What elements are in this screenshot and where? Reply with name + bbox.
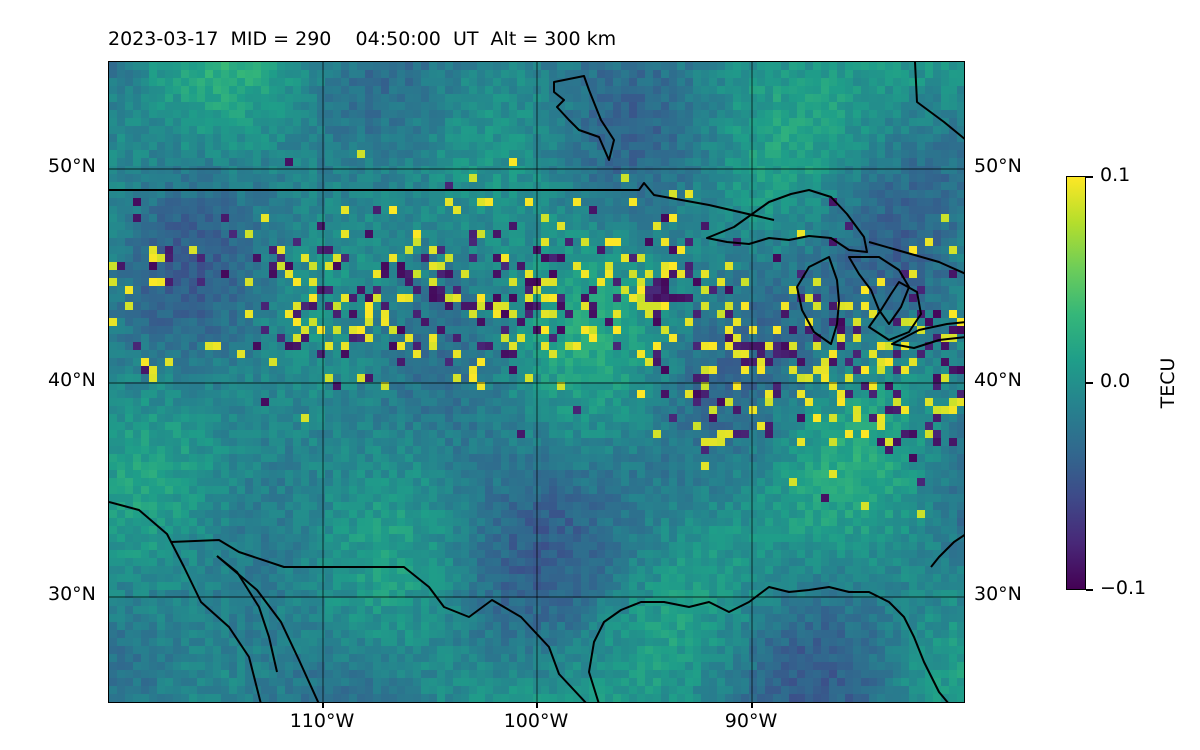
us-canada-border [109,182,775,221]
colorbar-title: TECU [1157,357,1179,409]
pacific-coast-baja [109,501,262,702]
lon-tick-90w [751,703,753,708]
colorbar-label-max: 0.1 [1100,164,1131,186]
lon-label-100w: 100°W [503,710,569,732]
colorbar-tick-max [1086,176,1093,178]
lake-superior [706,189,868,253]
michigan-outline [868,281,922,341]
gulf-of-california [216,555,320,702]
gulf-coast-texas [588,586,949,702]
baja-inner-coast [216,555,278,673]
colorbar-label-min: −0.1 [1100,577,1147,599]
colorbar [1066,176,1086,590]
lake-huron [848,256,910,325]
lon-label-90w: 90°W [724,710,778,732]
lake-erie-ontario [891,321,964,349]
canada-northeast-coast [914,62,964,140]
lat-label-30n: 30°N [48,583,96,605]
lon-label-110w: 110°W [289,710,355,732]
lon-tick-110w [322,703,324,708]
map-gridlines [109,62,964,702]
colorbar-tick-min [1086,589,1093,591]
lat-label-30n-right: 30°N [974,583,1022,605]
lat-label-40n: 40°N [48,369,96,391]
hudson-bay-coast [553,75,615,161]
tec-map[interactable] [108,61,965,703]
lake-michigan [796,256,840,345]
us-mexico-border [170,539,587,702]
coastlines-and-borders [109,62,964,702]
lat-label-50n-right: 50°N [974,155,1022,177]
tec-map-canvas [109,62,964,702]
colorbar-tick-zero [1086,382,1093,384]
lat-label-40n-right: 40°N [974,369,1022,391]
colorbar-label-zero: 0.0 [1100,370,1131,392]
florida-atlantic-coast [930,534,964,568]
tec-perturbation-cells [109,62,964,702]
figure-title: 2023-03-17 MID = 290 04:50:00 UT Alt = 3… [108,28,617,50]
lon-tick-100w [536,703,538,708]
canada-ontario-shore [868,241,964,275]
lat-label-50n: 50°N [48,155,96,177]
